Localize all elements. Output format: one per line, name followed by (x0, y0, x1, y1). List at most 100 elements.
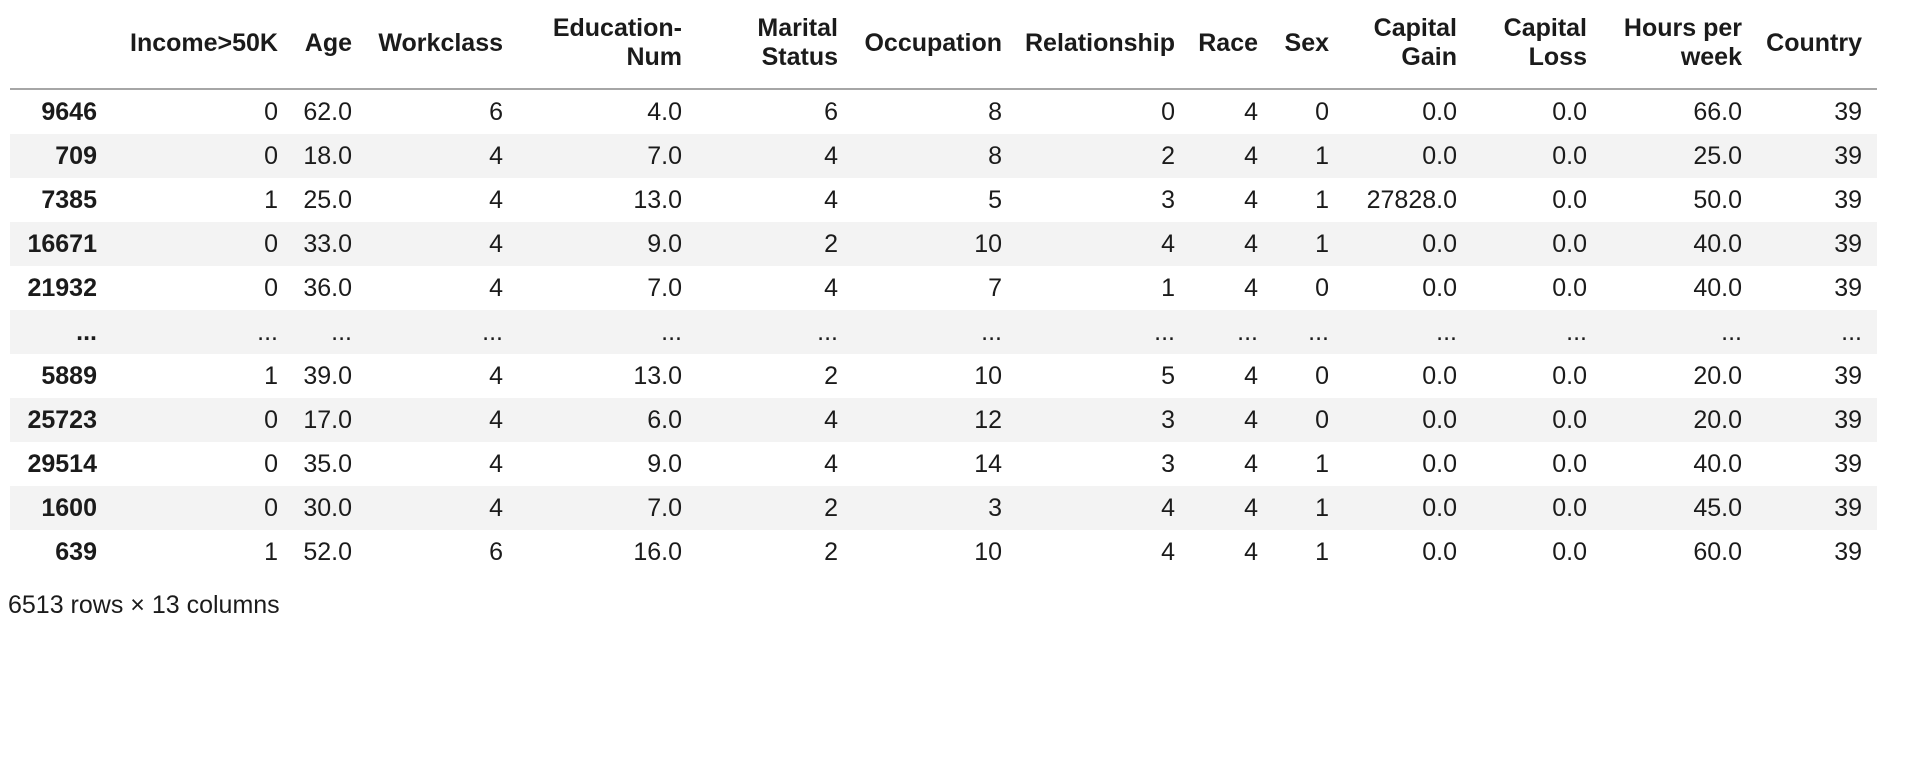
table-row: 1600 0 30.0 4 7.0 2 3 4 4 1 0.0 0.0 45.0 39 (10, 486, 1877, 530)
table-cell: ... (331, 318, 352, 346)
table-cell: 0.0 (1422, 98, 1457, 126)
table-cell: 6 (824, 98, 838, 126)
table-cell: ... (1566, 318, 1587, 346)
table-cell: ... (1308, 318, 1329, 346)
table-row: 16671 0 33.0 4 9.0 2 10 4 4 1 0.0 0.0 40.0 39 (10, 222, 1877, 266)
table-cell: 0 (264, 142, 278, 170)
table-cell: 0 (1315, 362, 1329, 390)
table-cell: 0.0 (1552, 406, 1587, 434)
table-cell: 7.0 (647, 274, 682, 302)
table-cell: 6 (489, 98, 503, 126)
table-cell: 4 (489, 450, 503, 478)
table-cell: 0.0 (1422, 450, 1457, 478)
table-cell: 1 (1315, 142, 1329, 170)
table-cell: 25.0 (303, 186, 352, 214)
table-cell: 1 (264, 362, 278, 390)
table-cell: 1 (1161, 274, 1175, 302)
table-cell: 0 (1315, 406, 1329, 434)
index-column-header (10, 0, 97, 90)
table-cell: 10 (974, 230, 1002, 258)
table-cell: 4.0 (647, 98, 682, 126)
column-header-age: Age (278, 0, 352, 90)
table-cell: 4 (1244, 450, 1258, 478)
table-cell: 0 (1315, 98, 1329, 126)
table-cell: 39 (1834, 142, 1862, 170)
table-cell: 10 (974, 538, 1002, 566)
table-cell: 0 (264, 230, 278, 258)
table-cell: ... (981, 318, 1002, 346)
table-cell: 4 (489, 186, 503, 214)
table-cell: 0.0 (1422, 362, 1457, 390)
table-cell: 0.0 (1552, 186, 1587, 214)
table-cell: ... (1237, 318, 1258, 346)
table-cell: ... (1721, 318, 1742, 346)
table-cell: 39 (1834, 230, 1862, 258)
table-cell: 0 (1161, 98, 1175, 126)
table-cell: ... (257, 318, 278, 346)
table-cell: 4 (1244, 230, 1258, 258)
row-index: 639 (55, 538, 97, 566)
table-cell: ... (1436, 318, 1457, 346)
table-cell: 16.0 (633, 538, 682, 566)
table-cell: 9.0 (647, 230, 682, 258)
table-cell: 0.0 (1552, 98, 1587, 126)
column-header-race: Race (1175, 0, 1258, 90)
table-cell: ... (1154, 318, 1175, 346)
table-cell: 7.0 (647, 142, 682, 170)
table-cell: 0.0 (1552, 450, 1587, 478)
column-header-occupation: Occupation (838, 0, 1002, 90)
table-cell: 4 (1244, 186, 1258, 214)
dataframe-table: Income>50K Age Workclass Education-Num Marit… (10, 0, 1877, 574)
table-cell: ... (1841, 318, 1862, 346)
table-cell: 3 (1161, 450, 1175, 478)
table-row: 9646 0 62.0 6 4.0 6 8 0 4 0 0.0 0.0 66.0 39 (10, 89, 1877, 134)
row-index: 709 (55, 142, 97, 170)
table-cell: 3 (1161, 186, 1175, 214)
table-cell: 0.0 (1422, 142, 1457, 170)
table-cell: 62.0 (303, 98, 352, 126)
table-cell: 2 (824, 494, 838, 522)
table-cell: 4 (1161, 230, 1175, 258)
table-cell: 0.0 (1552, 142, 1587, 170)
table-cell: 20.0 (1693, 406, 1742, 434)
table-cell: ... (661, 318, 682, 346)
table-cell: 4 (824, 406, 838, 434)
table-cell: 50.0 (1693, 186, 1742, 214)
column-header-income-50k: Income>50K (97, 0, 278, 90)
table-cell: 8 (988, 142, 1002, 170)
table-cell: 1 (264, 538, 278, 566)
column-header-country: Country (1742, 0, 1877, 90)
table-cell: 14 (974, 450, 1002, 478)
table-cell: 25.0 (1693, 142, 1742, 170)
table-cell: 4 (489, 362, 503, 390)
table-cell: 40.0 (1693, 450, 1742, 478)
table-cell: 17.0 (303, 406, 352, 434)
row-index: 25723 (27, 406, 97, 434)
table-cell: 4 (824, 186, 838, 214)
column-header-education-num: Education-Num (503, 0, 682, 90)
table-cell: 0 (264, 450, 278, 478)
table-cell: 1 (264, 186, 278, 214)
table-cell: 20.0 (1693, 362, 1742, 390)
row-index: 9646 (41, 98, 97, 126)
table-cell: 4 (1244, 274, 1258, 302)
table-cell: 0.0 (1552, 230, 1587, 258)
column-header-relationship: Relationship (1002, 0, 1175, 90)
table-cell: 0 (1315, 274, 1329, 302)
table-cell: 1 (1315, 230, 1329, 258)
table-cell: 0 (264, 406, 278, 434)
table-cell: 18.0 (303, 142, 352, 170)
column-header-marital-status: Marital Status (682, 0, 838, 90)
table-cell: 40.0 (1693, 230, 1742, 258)
table-cell: 4 (1244, 494, 1258, 522)
table-cell: 0 (264, 274, 278, 302)
table-cell: 45.0 (1693, 494, 1742, 522)
table-cell: 39 (1834, 406, 1862, 434)
table-cell: 33.0 (303, 230, 352, 258)
table-cell: 4 (1161, 494, 1175, 522)
table-body: 9646 0 62.0 6 4.0 6 8 0 4 0 0.0 0.0 66.0 39 709 0 18.0 4 7… (10, 89, 1877, 574)
table-cell: 4 (489, 230, 503, 258)
table-row: 5889 1 39.0 4 13.0 2 10 5 4 0 0.0 0.0 20.0 39 (10, 354, 1877, 398)
table-cell: 2 (824, 538, 838, 566)
